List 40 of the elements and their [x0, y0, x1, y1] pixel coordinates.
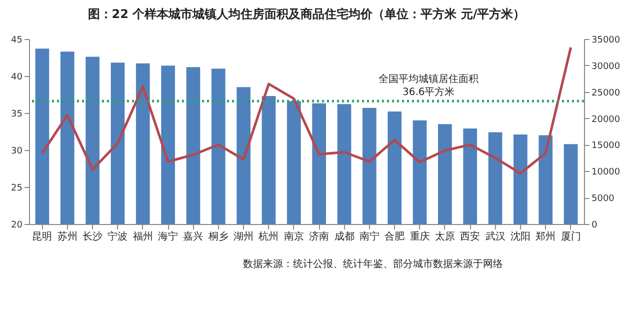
annotation: 全国平均城镇居住面积36.6平方米 [378, 73, 479, 98]
y-tick-label: 45 [11, 36, 22, 46]
x-tick-label: 沈阳 [510, 230, 530, 242]
x-tick-label: 宁波 [108, 230, 128, 242]
x-tick-label: 南宁 [359, 230, 380, 242]
x-tick-label: 昆明 [32, 232, 52, 242]
x-tick-label: 杭州 [258, 230, 279, 242]
x-tick-label: 郑州 [536, 230, 556, 242]
y2-tick-label: 35000 [592, 36, 620, 46]
y2-tick-label: 25000 [592, 88, 620, 98]
y-tick-label: 30 [11, 146, 23, 156]
y-tick-label: 35 [11, 110, 22, 120]
y-tick-label: 25 [11, 184, 22, 194]
x-tick-label: 成都 [334, 230, 354, 242]
source-note: 数据来源：统计公报、统计年鉴、部分城市数据来源于网络 [243, 258, 504, 270]
x-tick-label: 济南 [309, 230, 330, 242]
y2-tick-label: 0 [592, 220, 598, 230]
x-tick-label: 厦门 [560, 230, 581, 242]
y-tick-label: 20 [11, 220, 23, 230]
y2-tick-label: 5000 [592, 194, 615, 204]
y2-tick-label: 30000 [592, 62, 620, 72]
y2-tick-label: 10000 [592, 168, 620, 178]
y2-tick-label: 20000 [592, 114, 620, 125]
chart-title: 图：22 个样本城市城镇人均住房面积及商品住宅均价（单位：平方米 元/平方米） [88, 7, 526, 21]
x-tick-label: 西安 [460, 230, 480, 242]
x-tick-label: 太原 [434, 230, 455, 242]
x-tick-label: 嘉兴 [183, 230, 204, 242]
line-series [40, 46, 572, 175]
y-tick-label: 40 [11, 72, 23, 82]
x-tick-label: 湖州 [234, 230, 254, 242]
x-tick-label: 桐乡 [207, 230, 228, 242]
y2-tick-label: 15000 [592, 141, 620, 152]
x-tick-label: 合肥 [384, 230, 405, 242]
x-tick-label: 海宁 [158, 230, 178, 242]
x-tick-label: 重庆 [410, 230, 430, 242]
x-tick-label: 长沙 [82, 230, 103, 242]
x-tick-label: 南京 [284, 230, 304, 242]
x-tick-label: 武汉 [485, 230, 506, 242]
x-tick-label: 福州 [132, 230, 153, 242]
x-tick-label: 苏州 [57, 230, 78, 242]
